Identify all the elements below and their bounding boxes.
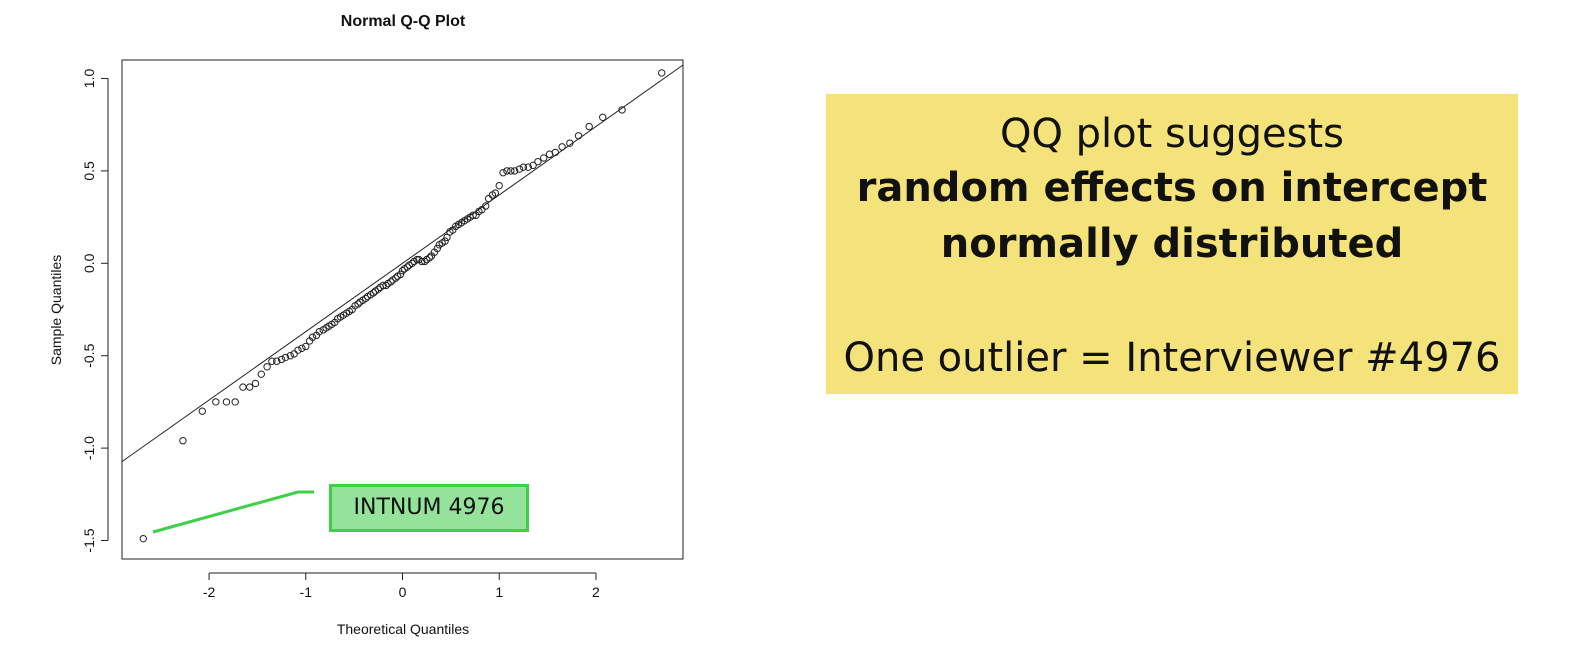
- data-point: [408, 259, 416, 267]
- axes: -2 -1 0 1 2 -1.5 -1.0 -0.5 0.0 0.5 1.0: [81, 69, 600, 600]
- x-tick-label: 2: [592, 584, 600, 600]
- data-point: [658, 69, 666, 77]
- y-tick-label: -1.5: [81, 528, 97, 552]
- data-point: [308, 333, 317, 341]
- data-point: [257, 370, 265, 378]
- x-tick-label: 1: [495, 584, 503, 600]
- data-point: [599, 113, 607, 121]
- data-point: [198, 407, 206, 415]
- data-point: [231, 398, 239, 406]
- data-point: [286, 352, 294, 360]
- data-point: [566, 139, 574, 147]
- reference-line-group: [121, 64, 684, 463]
- annotation-connector: [152, 490, 299, 534]
- data-point: [443, 233, 451, 242]
- data-point: [433, 244, 442, 253]
- data-point: [425, 254, 434, 262]
- summary-callout: QQ plot suggests random effects on inter…: [826, 94, 1518, 394]
- chart-title: Normal Q-Q Plot: [341, 13, 466, 30]
- data-point: [277, 355, 286, 364]
- data-point: [551, 148, 560, 157]
- data-point: [529, 161, 537, 170]
- data-point: [540, 154, 548, 162]
- data-point: [507, 167, 515, 175]
- data-point: [273, 357, 281, 365]
- data-point: [245, 383, 254, 391]
- data-point: [418, 257, 426, 266]
- data-point: [392, 274, 400, 282]
- data-point: [495, 181, 503, 190]
- data-point: [585, 122, 593, 131]
- data-point: [396, 270, 405, 279]
- callout-heading: QQ plot suggests: [999, 111, 1344, 157]
- data-point: [491, 189, 500, 197]
- x-tick-label: -2: [203, 584, 216, 600]
- data-point: [251, 379, 260, 388]
- data-point: [263, 363, 271, 371]
- callout-emphasis-1: random effects on intercept: [856, 165, 1488, 211]
- data-point: [484, 194, 493, 203]
- plot-frame: [121, 59, 684, 560]
- data-point: [268, 357, 276, 365]
- data-point: [315, 327, 324, 336]
- y-tick-label: -1.0: [81, 436, 97, 460]
- outlier-annotation: INTNUM 4976: [329, 484, 529, 532]
- data-point: [403, 263, 412, 271]
- data-point: [503, 167, 511, 175]
- data-point: [534, 157, 542, 166]
- data-point: [239, 383, 247, 391]
- qq-reference-line: [121, 64, 684, 463]
- data-point: [369, 289, 378, 297]
- data-point: [574, 132, 583, 140]
- data-point: [398, 266, 407, 275]
- data-point: [379, 281, 387, 290]
- data-point: [469, 211, 477, 219]
- y-axis-label: Sample Quantiles: [48, 255, 64, 366]
- x-tick-label: 0: [399, 584, 407, 600]
- data-point: [478, 206, 486, 214]
- data-point: [499, 169, 507, 177]
- x-tick-label: -1: [300, 584, 313, 600]
- data-point: [298, 344, 306, 353]
- data-point: [354, 300, 362, 308]
- data-point: [441, 237, 449, 245]
- data-point: [618, 106, 626, 114]
- data-points: [139, 69, 666, 543]
- x-axis-label: Theoretical Quantiles: [337, 621, 469, 637]
- data-point: [481, 202, 490, 210]
- callout-outlier-note: One outlier = Interviewer #4976: [843, 335, 1501, 381]
- data-point: [524, 163, 532, 171]
- data-point: [558, 143, 566, 151]
- data-point: [222, 398, 231, 406]
- y-tick-label: 1.0: [81, 69, 97, 89]
- data-point: [382, 281, 390, 290]
- data-point: [302, 342, 310, 351]
- data-point: [421, 257, 429, 266]
- data-point: [519, 163, 528, 171]
- data-point: [413, 255, 421, 264]
- y-tick-label: 0.5: [81, 161, 97, 181]
- qq-plot: Normal Q-Q Plot -2 -1 0 1 2 -1.5 -1.0 -0.5 0.0 0.…: [48, 13, 684, 637]
- data-point: [362, 294, 370, 303]
- data-point: [387, 278, 395, 286]
- data-point: [290, 350, 298, 358]
- data-point: [294, 346, 302, 354]
- data-point: [281, 353, 290, 362]
- y-tick-label: 0.0: [81, 253, 97, 273]
- callout-emphasis-2: normally distributed: [940, 221, 1404, 267]
- data-point: [515, 165, 524, 173]
- data-point: [212, 398, 220, 406]
- data-point: [374, 285, 383, 293]
- y-tick-label: -0.5: [81, 343, 97, 367]
- data-point: [179, 437, 187, 445]
- data-point: [139, 534, 147, 543]
- data-point: [511, 167, 519, 175]
